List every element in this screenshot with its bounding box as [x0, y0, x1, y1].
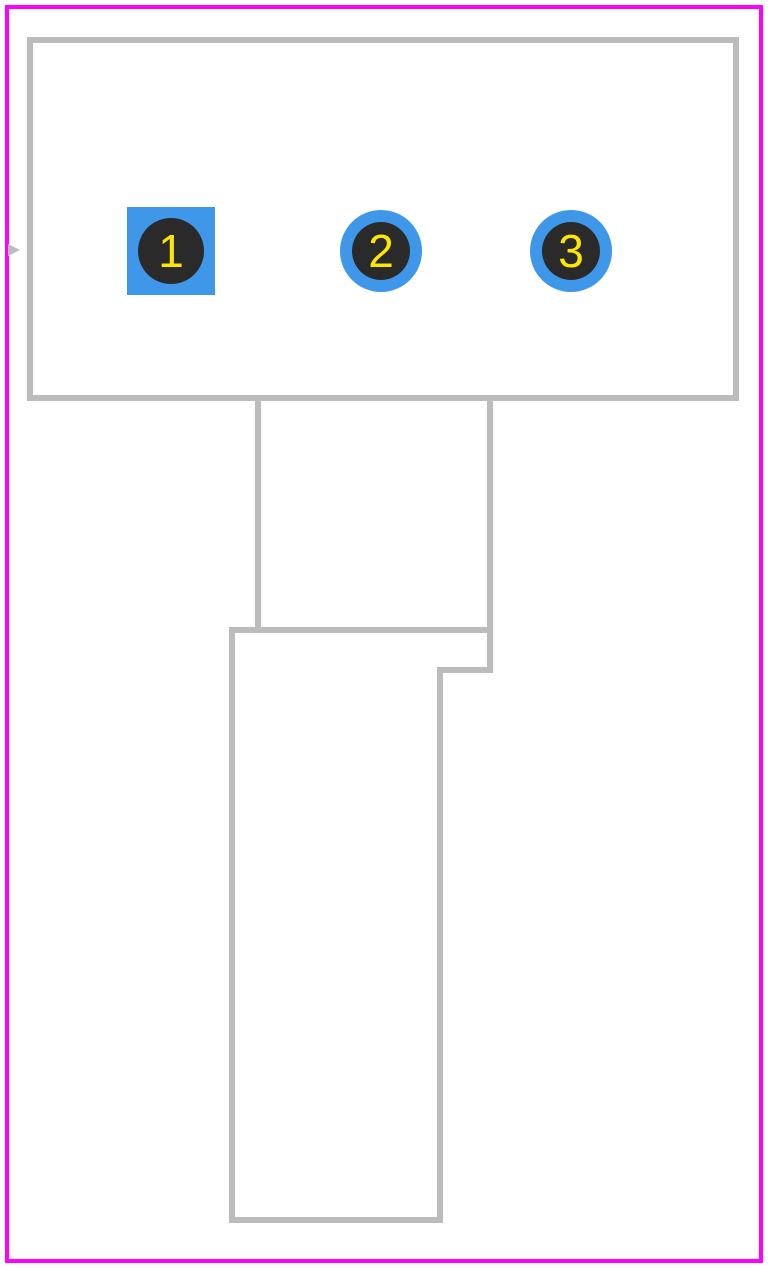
pin-3-label: 3	[530, 210, 612, 292]
pin1-marker-icon	[8, 244, 28, 264]
pin-2-label: 2	[340, 210, 422, 292]
component-outline	[0, 0, 768, 1268]
pin-1-label: 1	[127, 207, 215, 295]
diagram-canvas: 1 2 3	[0, 0, 768, 1268]
